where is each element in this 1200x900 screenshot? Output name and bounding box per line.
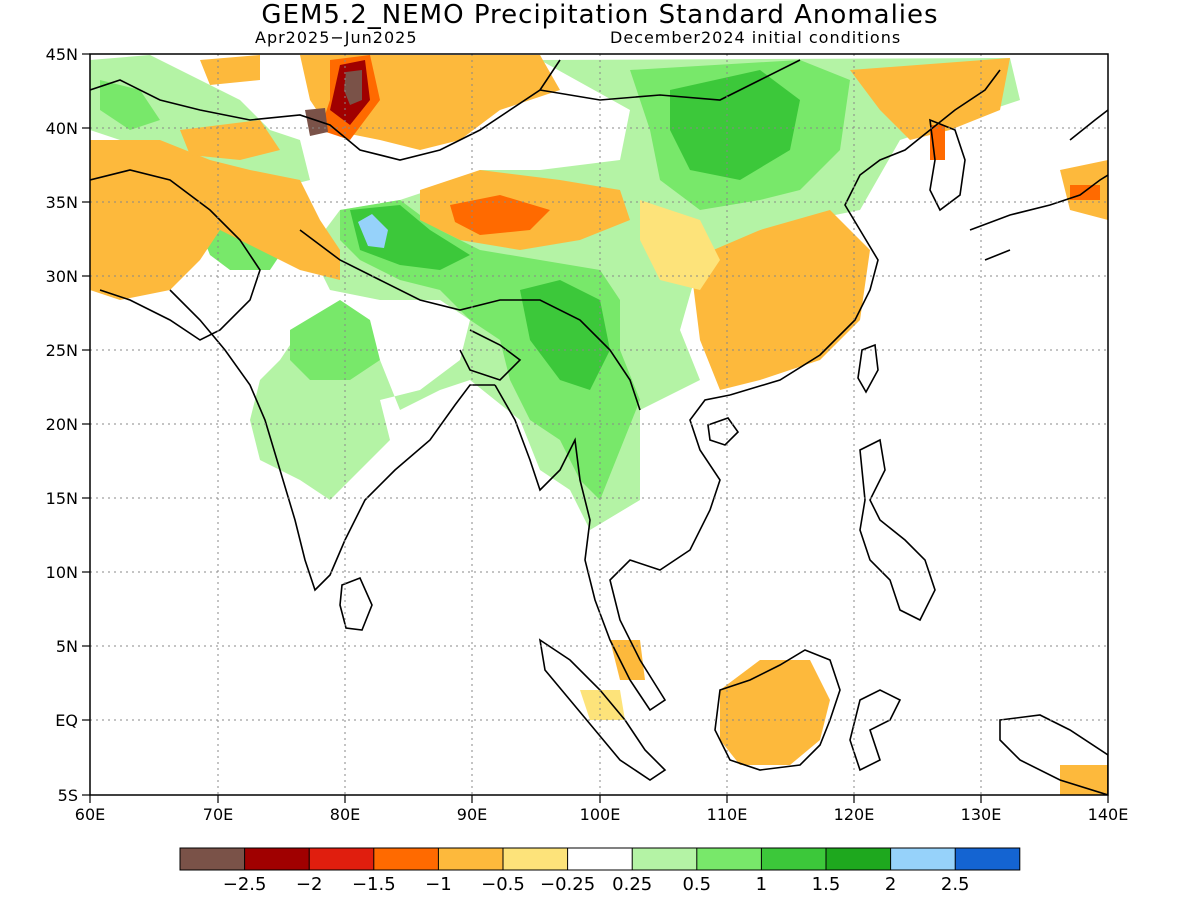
lat-tick-label: 25N (46, 341, 78, 360)
himalaya-borders (299, 229, 641, 411)
sulawesi-coastline (849, 689, 902, 772)
lat-tick-label: 20N (46, 415, 78, 434)
colorbar-label: −1 (425, 874, 452, 895)
indochina-coastline (494, 384, 731, 712)
lat-tick-label: 30N (46, 267, 78, 286)
lon-tick-label: 110E (707, 805, 748, 824)
lat-tick-labels: 45N 40N 35N 30N 25N 20N 15N 10N 5N EQ 5S (46, 45, 78, 805)
lat-tick-label: 5S (58, 786, 78, 805)
colorbar-swatch (696, 848, 762, 870)
anomaly-area (610, 640, 645, 680)
anomaly-area (350, 205, 470, 270)
philippines-coastline (859, 438, 936, 622)
colorbar-swatch (632, 848, 697, 870)
colorbar-swatch (438, 848, 503, 870)
taiwan-coastline (857, 343, 879, 394)
anomaly-area (850, 58, 1010, 140)
colorbar-swatch (761, 848, 826, 870)
sumatra-coastline (538, 638, 667, 781)
colorbar-label: −0.5 (481, 874, 525, 895)
colorbar-swatch (180, 848, 245, 870)
lat-tick-label: 35N (46, 193, 78, 212)
anomaly-area (690, 210, 870, 390)
lon-tick-label: 120E (834, 805, 875, 824)
central-asia-borders (90, 59, 561, 341)
anomaly-area (1070, 185, 1100, 200)
colorbar-swatch (890, 848, 956, 870)
colorbar-swatch (244, 848, 310, 870)
lon-tick-label: 80E (330, 805, 360, 824)
anomaly-area (580, 690, 625, 720)
anomaly-area (1060, 765, 1108, 795)
colorbar-swatch (955, 848, 1020, 870)
anomaly-area (100, 80, 160, 130)
colorbar-swatch (826, 848, 891, 870)
anomaly-area (450, 195, 550, 235)
anomaly-field (90, 55, 1108, 795)
colorbar-label: 0.5 (682, 874, 711, 895)
colorbar-label: 1 (756, 874, 767, 895)
colorbar-label: −2.5 (223, 874, 267, 895)
mongolia-border (539, 59, 801, 101)
lat-tick-label: 40N (46, 119, 78, 138)
map-grid (90, 54, 1108, 795)
colorbar-label: −1.5 (352, 874, 396, 895)
hainan-coastline (707, 417, 740, 446)
lon-tick-labels: 60E 70E 80E 90E 100E 110E 120E 130E 140E (75, 805, 1129, 824)
colorbar: −2.5 −2 −1.5 −1 −0.5 −0.25 0.25 0.5 1 1.… (179, 847, 1021, 895)
colorbar-label: 0.25 (612, 874, 652, 895)
anomaly-area (180, 120, 280, 160)
anomaly-area (90, 140, 340, 300)
japan-coastline (969, 109, 1108, 261)
lat-tick-label: 45N (46, 45, 78, 64)
anomaly-area (250, 58, 1020, 530)
lat-tick-label: 5N (56, 637, 78, 656)
colorbar-label: 2.5 (941, 874, 970, 895)
forecast-period: Apr2025−Jun2025 (255, 28, 418, 47)
colorbar-swatch (373, 848, 439, 870)
lon-tick-label: 90E (457, 805, 487, 824)
lat-tick-label: EQ (55, 711, 78, 730)
anomaly-area (670, 70, 800, 180)
lat-tick-label: 15N (46, 489, 78, 508)
anomaly-area (358, 214, 388, 248)
map-title: GEM5.2_NEMO Precipitation Standard Anoma… (261, 0, 939, 30)
anomaly-area (340, 200, 640, 500)
initial-conditions: December2024 initial conditions (610, 28, 902, 47)
tick-marks (82, 53, 1109, 803)
anomaly-area (344, 70, 362, 105)
anomaly-area (200, 55, 260, 85)
sri-lanka-coastline (339, 576, 373, 631)
anomaly-area (290, 300, 380, 380)
colorbar-label: 2 (885, 874, 896, 895)
lon-tick-label: 140E (1088, 805, 1129, 824)
anomaly-area (640, 200, 720, 290)
colorbar-label: 1.5 (812, 874, 841, 895)
lat-tick-label: 10N (46, 563, 78, 582)
lon-tick-label: 100E (580, 805, 621, 824)
coastlines (90, 59, 1108, 795)
colorbar-label: −0.25 (540, 874, 595, 895)
anomaly-area (720, 660, 830, 765)
china-coastline (729, 69, 1001, 396)
lon-tick-label: 130E (961, 805, 1002, 824)
colorbar-swatch (503, 848, 568, 870)
anomaly-area (520, 280, 610, 390)
colorbar-swatch (567, 848, 633, 870)
colorbar-swatch (309, 848, 374, 870)
lon-tick-label: 60E (75, 805, 105, 824)
colorbar-label: −2 (296, 874, 323, 895)
anomaly-area (305, 108, 328, 136)
lon-tick-label: 70E (203, 805, 233, 824)
india-coastline (169, 289, 495, 592)
